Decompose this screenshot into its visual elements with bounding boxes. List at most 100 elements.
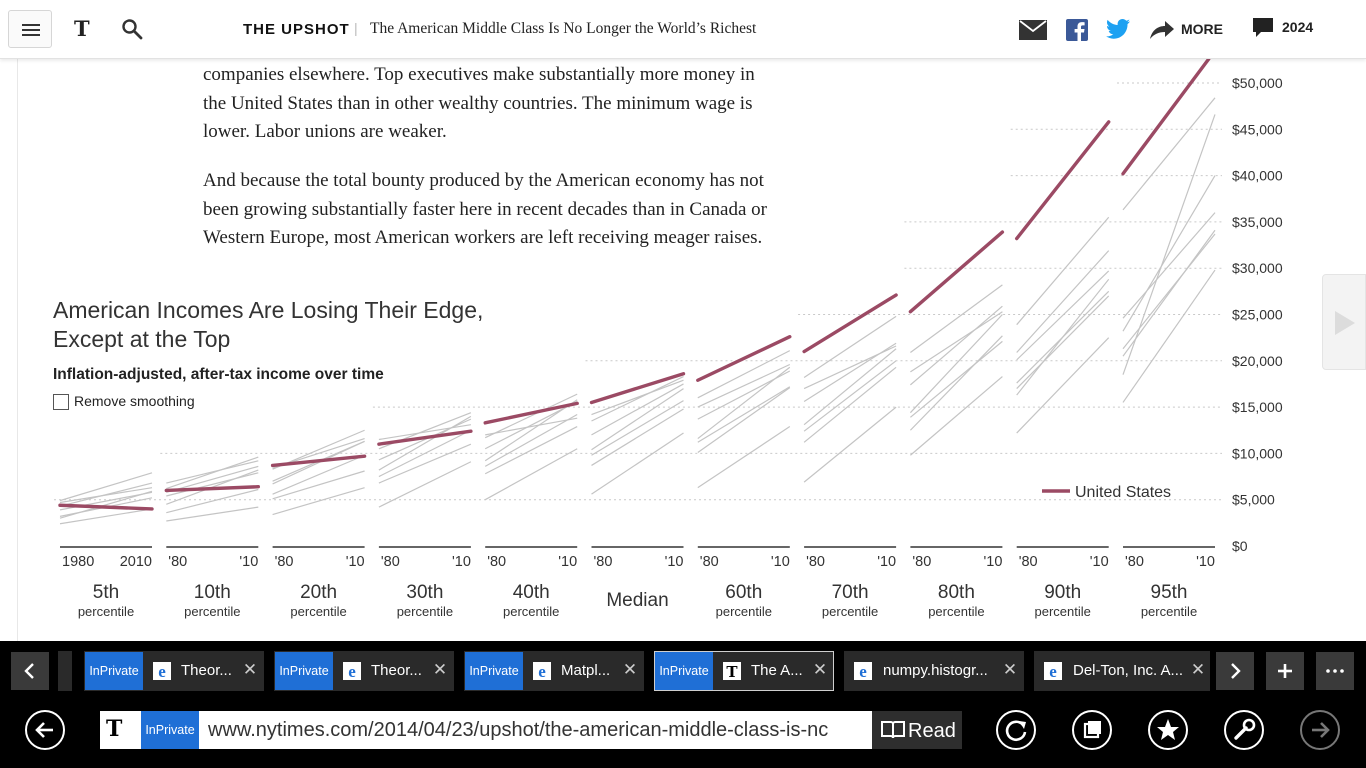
browser-tab[interactable]: InPrivate e Theor... ✕ xyxy=(84,651,264,691)
page-headline: The American Middle Class Is No Longer t… xyxy=(370,20,757,37)
paragraph-line: been growing substantially faster here i… xyxy=(203,198,767,220)
country-line xyxy=(166,460,259,484)
y-tick-label: $20,000 xyxy=(1232,353,1283,369)
panel-sublabel: percentile xyxy=(290,604,346,619)
chevron-left-icon xyxy=(24,663,34,679)
country-line xyxy=(166,488,259,514)
x-tick-label: '80 xyxy=(275,554,294,570)
site-header: T THE UPSHOT | The American Middle Class… xyxy=(0,0,1366,59)
country-line xyxy=(59,482,153,507)
forward-arrow-icon xyxy=(1312,722,1330,738)
tab-options-button[interactable] xyxy=(1316,652,1354,690)
country-line xyxy=(166,472,259,497)
tab-title: numpy.histogr... xyxy=(883,662,988,679)
y-tick-label: $0 xyxy=(1232,538,1248,554)
y-tick-label: $15,000 xyxy=(1232,399,1283,415)
paragraph-line: Western Europe, most American workers ar… xyxy=(203,227,763,248)
forward-button[interactable] xyxy=(1300,710,1340,750)
browser-tab[interactable]: e numpy.histogr... ✕ xyxy=(844,651,1024,691)
tabs-button[interactable] xyxy=(1072,710,1112,750)
search-icon[interactable] xyxy=(120,17,144,41)
x-tick-label: '10 xyxy=(558,554,577,570)
country-line xyxy=(1016,250,1110,353)
ie-icon: e xyxy=(1044,662,1062,680)
panel-label: 30th xyxy=(406,582,443,603)
us-series-line xyxy=(164,485,260,493)
twitter-icon[interactable] xyxy=(1106,19,1130,39)
country-line xyxy=(1122,175,1216,332)
panel-label: 95th xyxy=(1151,582,1188,603)
country-line xyxy=(1122,269,1216,403)
smoothing-checkbox[interactable] xyxy=(53,394,69,410)
country-line xyxy=(1122,212,1216,319)
close-tab-icon[interactable]: ✕ xyxy=(242,660,258,679)
browser-tab[interactable]: InPrivate e Theor... ✕ xyxy=(274,651,454,691)
country-line xyxy=(485,417,578,436)
header-separator: | xyxy=(354,20,358,36)
nyt-logo[interactable]: T xyxy=(74,16,90,41)
close-tab-icon[interactable]: ✕ xyxy=(812,660,828,679)
email-icon[interactable] xyxy=(1019,20,1047,40)
comments-button[interactable]: 2024 xyxy=(1252,16,1322,42)
browser-address-bar: T InPrivate www.nytimes.com/2014/04/23/u… xyxy=(0,702,1366,768)
ie-icon: e xyxy=(153,662,171,680)
facebook-icon[interactable] xyxy=(1066,19,1088,41)
tab-title: Theor... xyxy=(371,662,422,679)
panel-label: 80th xyxy=(938,582,975,603)
close-tab-icon[interactable]: ✕ xyxy=(1190,660,1206,679)
us-series-line xyxy=(58,503,154,511)
country-line xyxy=(1016,270,1110,361)
x-tick-label: '80 xyxy=(594,554,613,570)
income-chart: $0 $5,000 $10,000 $15,000 $20,000 $25,000 $30,… xyxy=(54,59,1283,619)
url-field[interactable]: T InPrivate www.nytimes.com/2014/04/23/u… xyxy=(100,711,872,749)
chart-title-line: Except at the Top xyxy=(53,326,231,352)
more-share-button[interactable]: MORE xyxy=(1149,18,1229,44)
section-link[interactable]: THE UPSHOT xyxy=(243,21,350,38)
partial-tab[interactable] xyxy=(58,651,72,691)
tabs-scroll-right-button[interactable] xyxy=(1216,652,1254,690)
x-tick-label: '10 xyxy=(983,554,1002,570)
browser-tab-active[interactable]: InPrivate T The A... ✕ xyxy=(654,651,834,691)
menu-button[interactable] xyxy=(8,10,52,48)
close-tab-icon[interactable]: ✕ xyxy=(1002,660,1018,679)
browser-tab[interactable]: e Del-Ton, Inc. A... ✕ xyxy=(1034,651,1210,691)
x-tick-label: '10 xyxy=(1090,554,1109,570)
refresh-button[interactable] xyxy=(996,710,1036,750)
y-tick-label: $30,000 xyxy=(1232,260,1283,276)
back-button[interactable] xyxy=(25,710,65,750)
panel-sublabel: percentile xyxy=(397,604,453,619)
us-series-line xyxy=(802,293,898,354)
page-tools-button[interactable] xyxy=(1224,710,1264,750)
panel-sublabel: percentile xyxy=(1035,604,1091,619)
reading-view-button[interactable]: Read xyxy=(872,711,962,749)
svg-text:e: e xyxy=(158,662,166,680)
x-tick-label: '80 xyxy=(168,554,187,570)
tabs-scroll-left-button[interactable] xyxy=(11,652,49,690)
close-tab-icon[interactable]: ✕ xyxy=(432,660,448,679)
country-line xyxy=(591,379,684,416)
panel-label: Median xyxy=(606,590,668,611)
svg-text:e: e xyxy=(859,662,867,680)
smoothing-label: Remove smoothing xyxy=(74,393,195,409)
country-line xyxy=(697,426,791,489)
browser-tab[interactable]: InPrivate e Matpl... ✕ xyxy=(464,651,644,691)
country-line xyxy=(484,399,578,462)
favorites-button[interactable] xyxy=(1148,710,1188,750)
url-text[interactable]: www.nytimes.com/2014/04/23/upshot/the-am… xyxy=(208,719,829,741)
x-tick-label: '10 xyxy=(239,554,258,570)
tab-title: Theor... xyxy=(181,662,232,679)
panel-sublabel: percentile xyxy=(822,604,878,619)
panel-label: 20th xyxy=(300,582,337,603)
country-line xyxy=(272,487,365,516)
country-line xyxy=(1016,295,1110,390)
country-line xyxy=(1016,337,1110,434)
us-series-line xyxy=(589,372,686,405)
country-line xyxy=(1122,114,1216,375)
panel-label: 70th xyxy=(832,582,869,603)
new-tab-button[interactable] xyxy=(1266,652,1304,690)
plus-icon xyxy=(1278,664,1292,678)
close-tab-icon[interactable]: ✕ xyxy=(622,660,638,679)
next-article-button[interactable] xyxy=(1322,274,1366,370)
next-arrow-icon xyxy=(1335,311,1355,335)
country-line xyxy=(1122,233,1216,350)
